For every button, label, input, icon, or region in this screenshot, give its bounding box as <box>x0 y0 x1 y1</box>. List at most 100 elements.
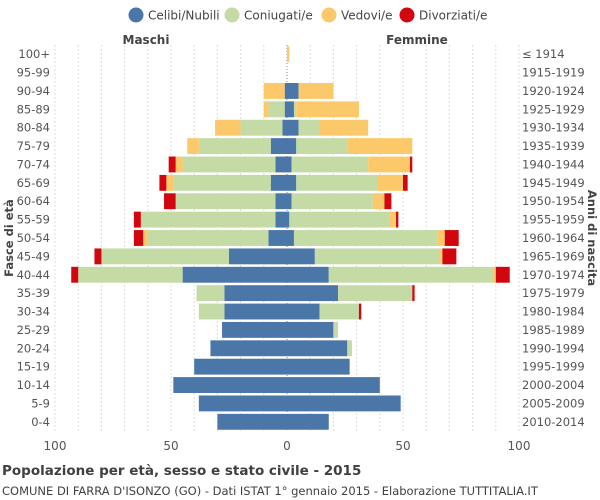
male-bar-celibi <box>268 230 287 246</box>
female-bar-nubili <box>287 174 297 191</box>
legend-label: Coniugati/e <box>244 9 313 23</box>
female-bar-divorziate <box>358 303 362 320</box>
age-group-label: 15-19 <box>17 360 50 374</box>
age-group-label: 65-69 <box>17 176 50 190</box>
female-bar-nubili <box>287 119 299 136</box>
legend-label: Divorziati/e <box>419 9 487 23</box>
female-bar-nubili <box>287 230 294 246</box>
age-group-label: 0-4 <box>31 415 50 429</box>
male-bar-celibi <box>222 321 287 338</box>
male-bar-celibi <box>173 377 287 393</box>
male-bar-celibi <box>229 248 287 265</box>
age-group-label: 60-64 <box>17 194 50 208</box>
female-bar-divorziate <box>442 248 457 265</box>
male-bar-celibi <box>224 303 287 320</box>
birth-years-label: 1915-1919 <box>522 66 585 80</box>
legend-label: Celibi/Nubili <box>148 9 220 23</box>
male-bar-celibi <box>270 138 287 155</box>
male-bar-coniugati <box>140 211 276 228</box>
chart-title: Popolazione per età, sesso e stato civil… <box>2 463 362 479</box>
female-bar-coniugate <box>319 303 359 320</box>
birth-years-label: 1950-1954 <box>522 194 585 208</box>
female-bar-vedove <box>437 230 445 246</box>
x-tick-label: 50 <box>395 439 410 453</box>
female-bar-nubili <box>287 285 339 302</box>
birth-years-label: 1985-1989 <box>522 323 585 337</box>
age-group-label: 35-39 <box>17 286 50 300</box>
male-bar-coniugati <box>268 101 285 118</box>
birth-years-label: 1975-1979 <box>522 286 585 300</box>
male-bar-coniugati <box>240 119 283 136</box>
female-bar-coniugate <box>289 211 390 228</box>
female-bar-nubili <box>287 321 334 338</box>
age-group-label: 40-44 <box>17 268 50 282</box>
birth-years-label: 1945-1949 <box>522 176 585 190</box>
male-bar-divorziati <box>164 193 176 210</box>
female-bar-coniugate <box>293 101 297 118</box>
birth-years-label: 1930-1934 <box>522 121 585 135</box>
age-group-label: 100+ <box>18 47 50 61</box>
birth-years-label: 2000-2004 <box>522 378 585 392</box>
age-group-label: 70-74 <box>17 157 50 171</box>
male-bar-divorziati <box>133 211 141 228</box>
birth-years-label: 1980-1984 <box>522 305 585 319</box>
age-group-label: 25-29 <box>17 323 50 337</box>
y-axis-title-left: Fasce di età <box>2 199 16 277</box>
female-bar-divorziate <box>412 285 415 302</box>
age-group-label: 10-14 <box>17 378 50 392</box>
male-bar-celibi <box>217 413 287 430</box>
female-bar-coniugate <box>338 285 413 302</box>
female-bar-vedove <box>298 83 334 99</box>
male-bar-celibi <box>224 285 287 302</box>
female-bar-vedove <box>296 101 359 118</box>
female-bar-nubili <box>287 303 320 320</box>
y-axis-title-right: Anni di nascita <box>585 190 599 286</box>
female-bar-nubili <box>287 377 380 393</box>
birth-years-label: 1970-1974 <box>522 268 585 282</box>
male-bar-divorziati <box>168 156 176 173</box>
female-bar-coniugate <box>347 340 352 357</box>
male-bar-celibi <box>210 340 287 357</box>
female-bar-nubili <box>287 156 292 173</box>
female-bar-coniugate <box>296 174 378 191</box>
age-group-label: 30-34 <box>17 305 50 319</box>
female-bar-nubili <box>287 395 401 412</box>
age-group-label: 85-89 <box>17 102 50 116</box>
male-bar-celibi <box>282 119 287 136</box>
birth-years-label: 1960-1964 <box>522 231 585 245</box>
female-bar-nubili <box>287 193 292 210</box>
male-bar-celibi <box>182 266 287 283</box>
male-bar-celibi <box>270 174 287 191</box>
male-bar-divorziati <box>71 266 79 283</box>
legend-swatch <box>224 7 240 23</box>
male-bar-coniugati <box>198 138 271 155</box>
legend-swatch <box>399 7 415 23</box>
birth-years-label: 2010-2014 <box>522 415 585 429</box>
female-bar-coniugate <box>291 156 369 173</box>
age-group-label: 55-59 <box>17 213 50 227</box>
female-bar-nubili <box>287 358 350 375</box>
male-bar-celibi <box>275 211 287 228</box>
female-bar-divorziate <box>409 156 413 173</box>
birth-years-label: 1990-1994 <box>522 341 585 355</box>
age-group-label: 20-24 <box>17 341 50 355</box>
female-bar-vedove <box>368 156 410 173</box>
x-tick-label: 50 <box>163 439 178 453</box>
female-bar-vedove <box>319 119 369 136</box>
male-bar-divorziati <box>159 174 167 191</box>
male-bar-vedovi <box>263 83 285 99</box>
female-bar-coniugate <box>333 321 339 338</box>
age-group-label: 80-84 <box>17 121 50 135</box>
male-bar-vedovi <box>175 156 183 173</box>
female-bar-nubili <box>287 248 315 265</box>
female-bar-vedove <box>389 211 397 228</box>
male-bar-vedovi <box>187 138 199 155</box>
female-bar-vedove <box>493 266 496 283</box>
chart-subtitle: COMUNE DI FARRA D'ISONZO (GO) - Dati IST… <box>2 484 538 498</box>
male-bar-celibi <box>284 101 287 118</box>
x-tick-label: 0 <box>283 439 291 453</box>
female-bar-coniugate <box>298 119 320 136</box>
birth-years-label: 1965-1969 <box>522 249 585 263</box>
female-bar-nubili <box>287 101 294 118</box>
legend-label: Vedovi/e <box>341 9 392 23</box>
